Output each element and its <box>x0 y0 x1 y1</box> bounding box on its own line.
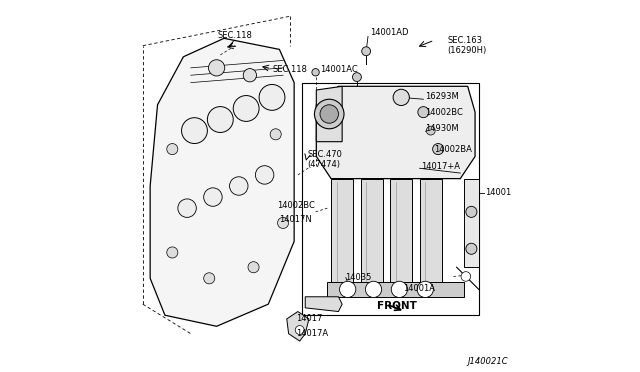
Text: (47474): (47474) <box>307 160 340 169</box>
Circle shape <box>433 144 444 155</box>
Circle shape <box>230 177 248 195</box>
Circle shape <box>295 326 304 334</box>
Circle shape <box>255 166 274 184</box>
Circle shape <box>209 60 225 76</box>
Polygon shape <box>328 282 464 297</box>
Text: SEC.118: SEC.118 <box>272 65 307 74</box>
Circle shape <box>243 68 257 82</box>
Polygon shape <box>150 38 294 326</box>
Text: SEC.163: SEC.163 <box>447 36 483 45</box>
Polygon shape <box>316 86 475 179</box>
Circle shape <box>259 84 285 110</box>
Circle shape <box>418 107 429 118</box>
Circle shape <box>270 129 281 140</box>
Circle shape <box>391 281 408 298</box>
Polygon shape <box>420 179 442 289</box>
Circle shape <box>365 281 381 298</box>
Circle shape <box>340 281 356 298</box>
Text: FRONT: FRONT <box>377 301 417 311</box>
Circle shape <box>178 199 196 217</box>
Polygon shape <box>331 179 353 289</box>
Polygon shape <box>316 86 342 142</box>
Circle shape <box>278 217 289 228</box>
Circle shape <box>207 107 233 132</box>
Text: 14002BC: 14002BC <box>278 201 316 210</box>
Polygon shape <box>390 179 412 289</box>
Polygon shape <box>287 311 309 341</box>
Text: 14002BA: 14002BA <box>435 145 472 154</box>
Circle shape <box>167 247 178 258</box>
Circle shape <box>204 188 222 206</box>
Circle shape <box>248 262 259 273</box>
Text: 14001: 14001 <box>485 188 511 197</box>
Circle shape <box>461 272 470 281</box>
Text: 14002BC: 14002BC <box>425 108 463 118</box>
Text: 14001AD: 14001AD <box>370 28 408 37</box>
Text: 14017N: 14017N <box>280 215 312 224</box>
Circle shape <box>393 89 410 106</box>
Circle shape <box>417 281 433 298</box>
Polygon shape <box>360 179 383 289</box>
Circle shape <box>362 47 371 56</box>
Circle shape <box>167 144 178 155</box>
Text: 14001AC: 14001AC <box>320 65 358 74</box>
Circle shape <box>466 206 477 217</box>
Polygon shape <box>305 297 342 311</box>
Circle shape <box>204 273 215 284</box>
Text: 16293M: 16293M <box>425 92 459 101</box>
Polygon shape <box>464 179 479 267</box>
Circle shape <box>320 105 339 123</box>
Text: SEC.118: SEC.118 <box>218 31 253 40</box>
Circle shape <box>182 118 207 144</box>
Text: 14017+A: 14017+A <box>422 162 461 171</box>
Text: 14017A: 14017A <box>296 329 328 338</box>
Text: 14017: 14017 <box>296 314 323 323</box>
Text: SEC.470: SEC.470 <box>307 150 342 159</box>
Text: 14930M: 14930M <box>425 124 459 133</box>
Circle shape <box>353 73 362 81</box>
Text: (16290H): (16290H) <box>447 46 486 55</box>
Text: 14035: 14035 <box>345 273 371 282</box>
Circle shape <box>466 243 477 254</box>
Circle shape <box>426 126 435 135</box>
Circle shape <box>233 96 259 121</box>
Circle shape <box>312 68 319 76</box>
Text: 14001A: 14001A <box>403 284 435 293</box>
Text: J140021C: J140021C <box>468 357 508 366</box>
Circle shape <box>314 99 344 129</box>
